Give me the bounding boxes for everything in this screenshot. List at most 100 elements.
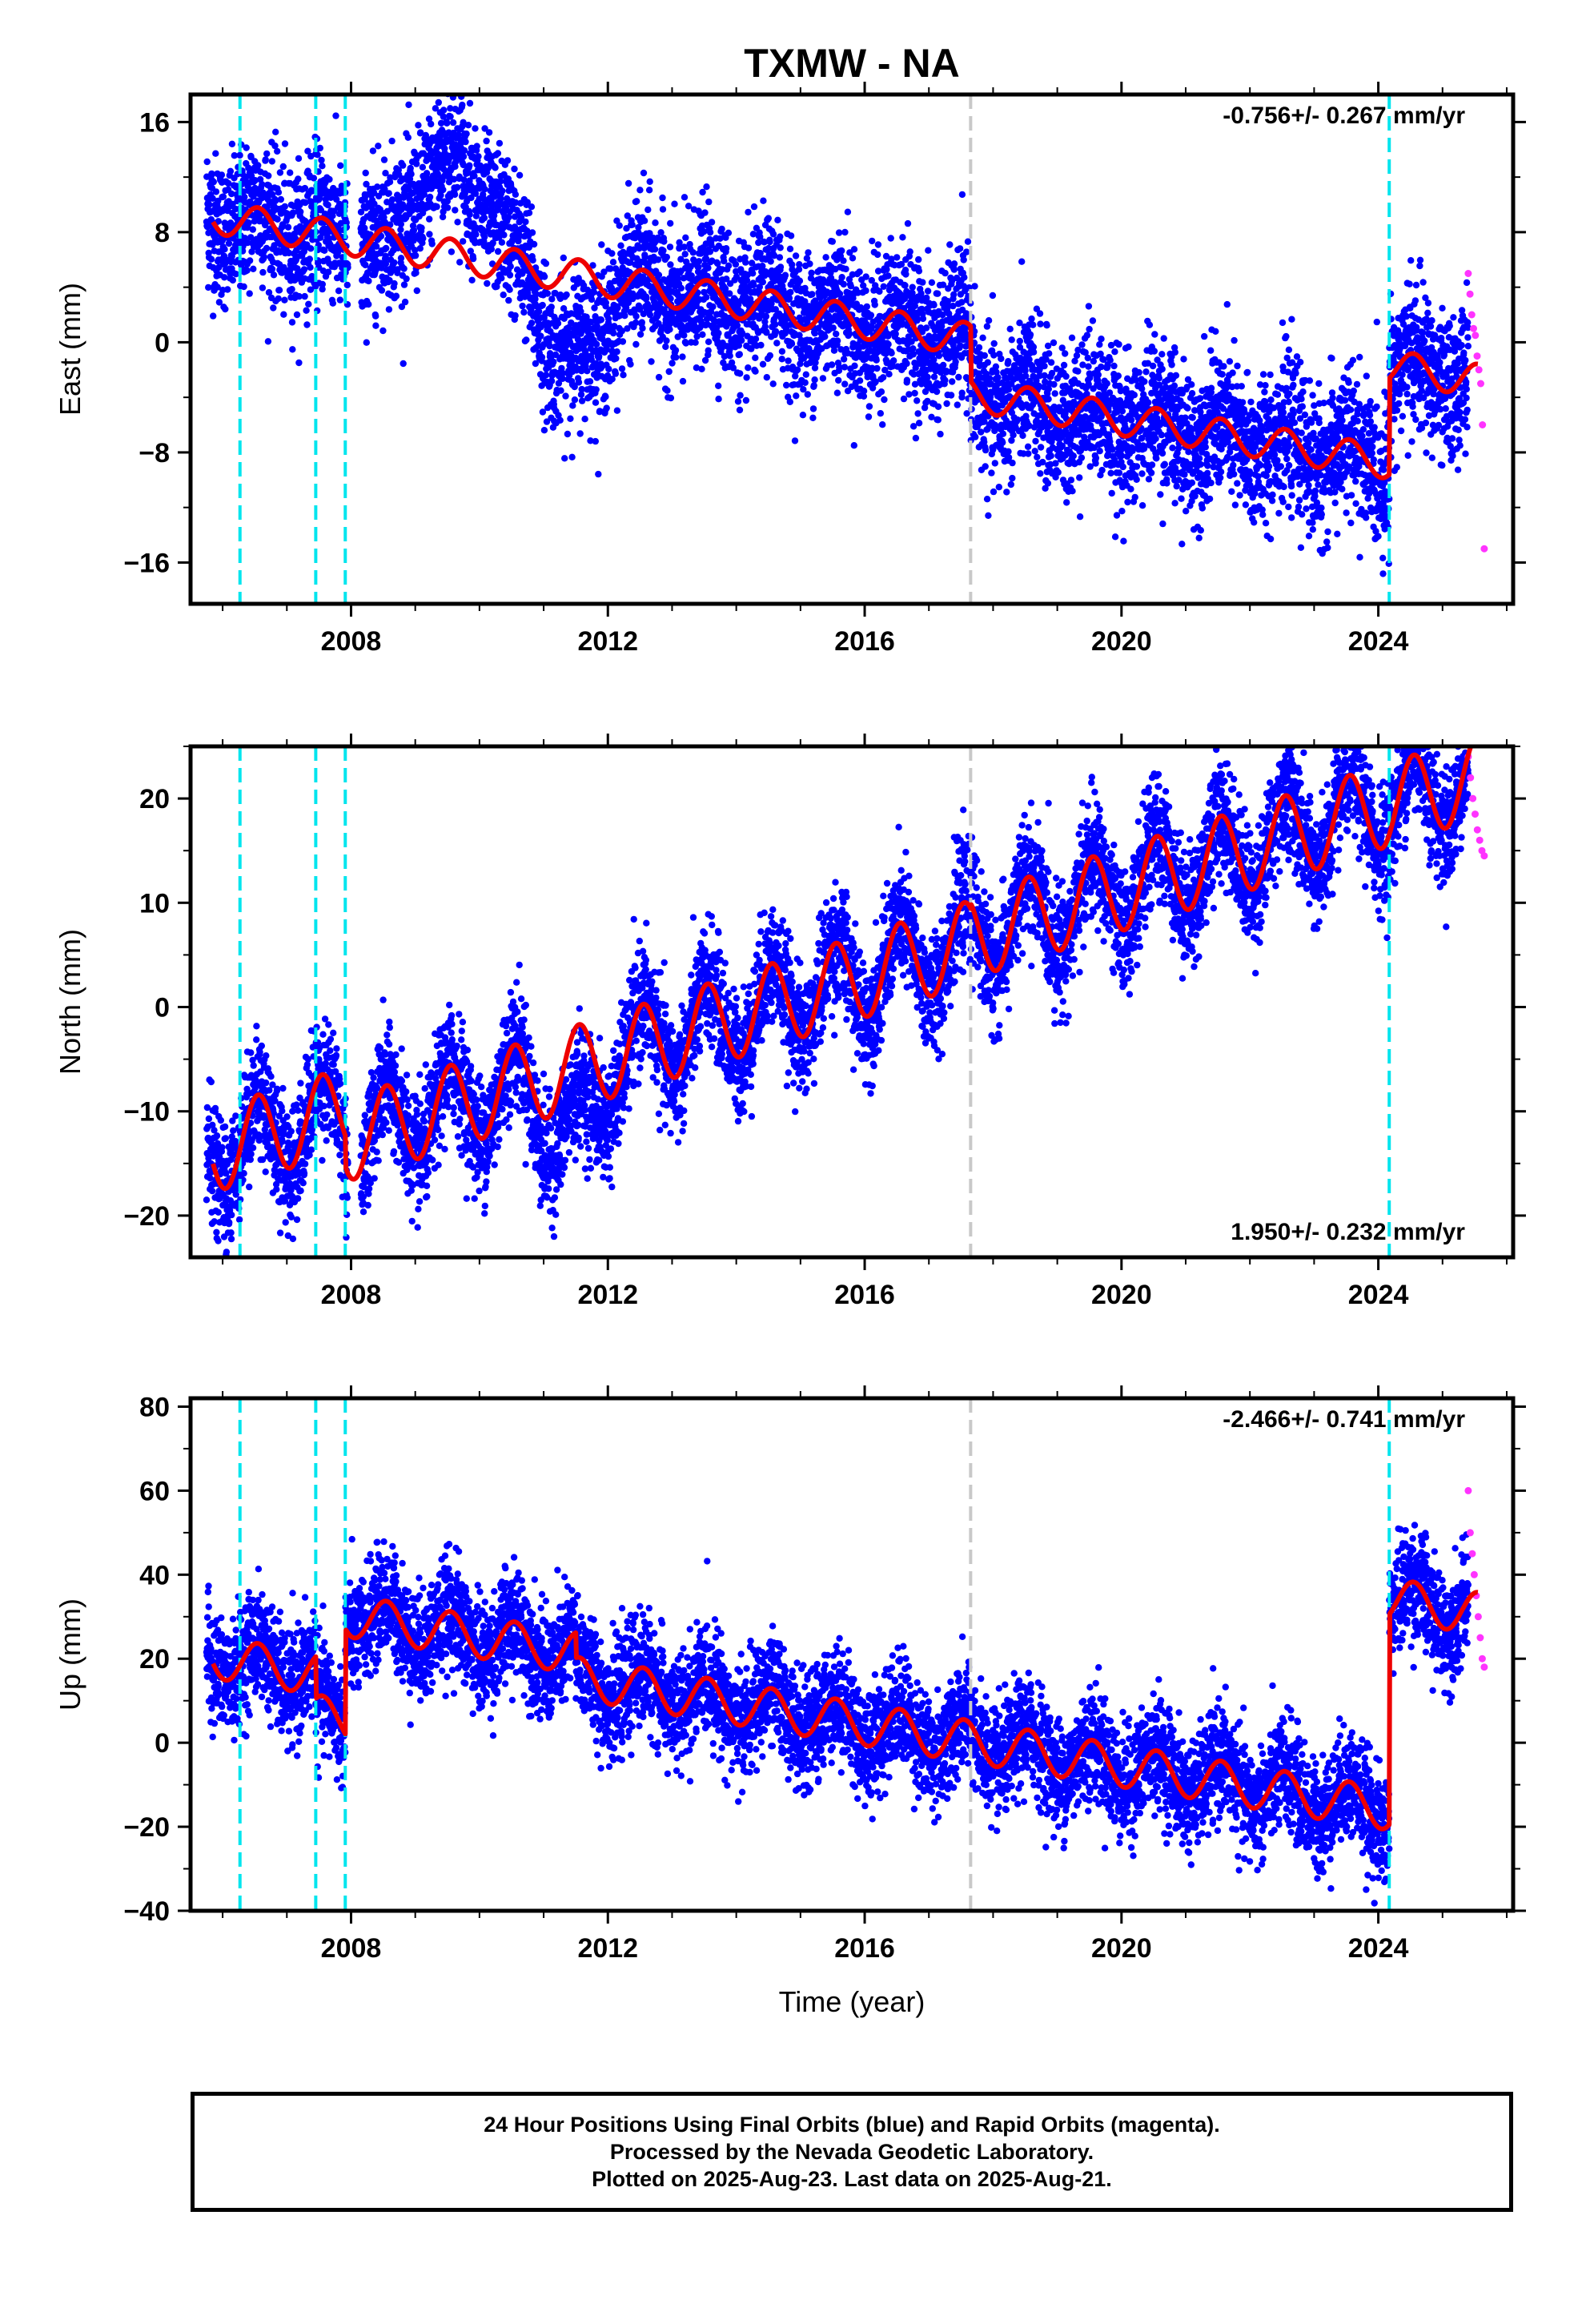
final-orbit-point (874, 241, 882, 248)
final-orbit-point (952, 358, 959, 365)
final-orbit-point (1068, 334, 1076, 341)
final-orbit-point (1047, 359, 1055, 366)
final-orbit-point (447, 113, 454, 120)
final-orbit-point (375, 143, 382, 150)
final-orbit-point (365, 300, 372, 308)
final-orbit-point (833, 337, 841, 344)
final-orbit-point (766, 238, 773, 246)
final-orbit-point (473, 143, 480, 150)
final-orbit-point (849, 255, 857, 262)
final-orbit-point (440, 107, 448, 114)
final-orbit-point (1050, 339, 1058, 347)
final-orbit-point (911, 389, 918, 397)
final-orbit-point (829, 238, 837, 245)
final-orbit-point (343, 281, 351, 289)
final-orbit-point (379, 327, 387, 335)
final-orbit-point (592, 386, 600, 393)
final-orbit-point (374, 183, 381, 191)
final-orbit-point (718, 225, 725, 233)
final-orbit-point (732, 260, 740, 268)
final-orbit-point (319, 285, 326, 293)
final-orbit-point (219, 193, 227, 200)
final-orbit-point (307, 263, 314, 271)
plot-area-east (203, 94, 1488, 604)
final-orbit-point (964, 238, 972, 245)
final-orbit-point (280, 311, 287, 318)
final-orbit-point (206, 201, 213, 208)
final-orbit-point (307, 286, 315, 293)
final-orbit-point (715, 329, 722, 337)
final-orbit-point (1083, 332, 1091, 339)
final-orbit-point (777, 244, 784, 251)
final-orbit-point (844, 208, 852, 215)
final-orbit-point (950, 260, 958, 267)
final-orbit-point (833, 389, 841, 396)
final-orbit-point (919, 315, 927, 323)
final-orbit-point (632, 319, 640, 327)
final-orbit-point (692, 339, 699, 346)
final-orbit-point (276, 169, 284, 176)
final-orbit-point (385, 306, 393, 313)
final-orbit-point (982, 463, 989, 470)
final-orbit-point (833, 330, 840, 338)
final-orbit-point (805, 249, 812, 256)
final-orbit-point (382, 260, 390, 267)
final-orbit-point (682, 234, 689, 241)
final-orbit-point (1041, 362, 1048, 370)
final-orbit-point (304, 147, 311, 155)
final-orbit-point (1070, 452, 1078, 460)
final-orbit-point (937, 430, 944, 438)
final-orbit-point (677, 284, 685, 292)
final-orbit-point (706, 228, 714, 236)
final-orbit-point (1062, 350, 1069, 357)
final-orbit-point (417, 129, 424, 136)
final-orbit-point (838, 274, 845, 281)
final-orbit-point (554, 320, 562, 327)
final-orbit-point (608, 250, 616, 257)
final-orbit-point (665, 368, 673, 376)
final-orbit-point (808, 269, 815, 276)
final-orbit-point (906, 248, 913, 255)
final-orbit-point (249, 226, 256, 233)
final-orbit-point (416, 245, 424, 252)
final-orbit-point (337, 219, 345, 227)
final-orbit-point (432, 105, 440, 112)
final-orbit-point (671, 200, 678, 207)
final-orbit-point (699, 188, 706, 196)
final-orbit-point (264, 338, 272, 345)
final-orbit-point (538, 353, 546, 361)
final-orbit-point (661, 238, 668, 245)
final-orbit-point (609, 259, 617, 266)
final-orbit-point (528, 229, 536, 236)
final-orbit-point (480, 214, 488, 222)
final-orbit-point (893, 254, 901, 261)
final-orbit-point (215, 299, 223, 306)
final-orbit-point (557, 387, 564, 394)
final-orbit-point (999, 439, 1006, 446)
final-orbit-point (321, 247, 328, 254)
final-orbit-point (913, 316, 921, 324)
final-orbit-point (725, 229, 733, 236)
final-orbit-point (942, 376, 949, 384)
final-orbit-point (225, 179, 232, 187)
final-orbit-point (1009, 474, 1016, 482)
final-orbit-point (703, 294, 710, 301)
final-orbit-point (975, 344, 983, 352)
final-orbit-point (243, 239, 251, 247)
final-orbit-point (337, 162, 344, 169)
final-orbit-point (398, 303, 406, 311)
final-orbit-point (988, 469, 995, 476)
final-orbit-point (404, 134, 412, 141)
final-orbit-point (1024, 443, 1032, 450)
final-orbit-point (382, 252, 389, 260)
final-orbit-point (371, 200, 378, 207)
final-orbit-point (1047, 452, 1054, 460)
final-orbit-point (752, 354, 759, 361)
final-orbit-point (512, 312, 519, 320)
final-orbit-point (576, 430, 584, 437)
final-orbit-point (667, 219, 674, 227)
final-orbit-point (556, 416, 564, 424)
final-orbit-point (840, 280, 848, 288)
final-orbit-point (612, 355, 620, 362)
final-orbit-point (229, 276, 236, 284)
